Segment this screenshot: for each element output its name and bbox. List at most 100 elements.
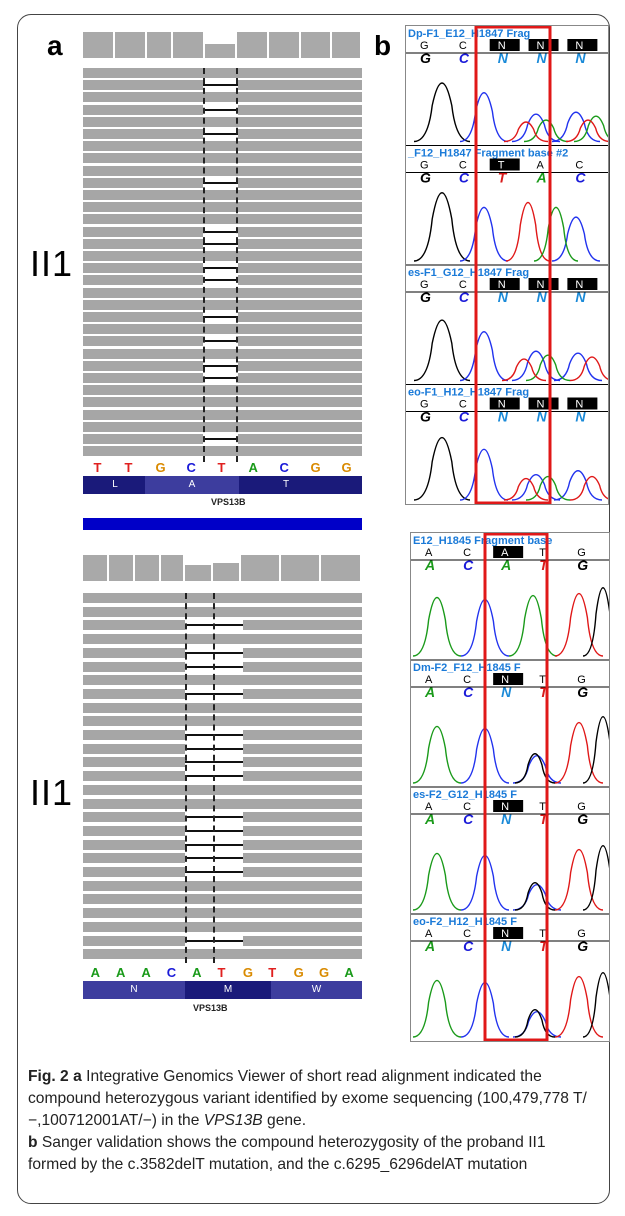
base-call: N bbox=[537, 40, 545, 52]
base-letter: G bbox=[577, 557, 588, 573]
reference-base: A bbox=[141, 965, 151, 980]
base-call: N bbox=[501, 928, 509, 940]
base-letter: C bbox=[575, 170, 586, 186]
aligned-read bbox=[83, 880, 362, 891]
deletion-marker bbox=[203, 377, 238, 379]
amino-acid-w: W bbox=[271, 981, 362, 999]
caption-fig-label: Fig. 2 bbox=[28, 1068, 69, 1085]
base-call: T bbox=[539, 928, 546, 940]
trace-peak bbox=[525, 475, 571, 501]
deletion-marker bbox=[203, 133, 238, 135]
trace-peak bbox=[514, 845, 609, 911]
amino-acid-a: A bbox=[145, 476, 239, 494]
base-call: N bbox=[575, 399, 583, 411]
base-call: T bbox=[498, 160, 505, 172]
caption-a-text-end: gene. bbox=[267, 1112, 307, 1129]
trace-peak bbox=[503, 119, 608, 143]
base-call: A bbox=[425, 674, 433, 686]
reference-base: T bbox=[217, 965, 226, 980]
base-call: C bbox=[459, 279, 467, 291]
base-letter: N bbox=[501, 684, 512, 700]
sanger-chromatogram-bottom: E12_H1845 Fragment base A A C C A A T T G G Dm-F2_F… bbox=[410, 532, 610, 1042]
base-letter: A bbox=[424, 811, 435, 827]
panel-a-label: a bbox=[47, 30, 63, 61]
base-call: T bbox=[539, 547, 546, 559]
base-call: A bbox=[537, 160, 545, 172]
base-call: N bbox=[537, 279, 545, 291]
deletion-marker bbox=[203, 242, 238, 245]
aligned-read bbox=[83, 634, 362, 645]
base-call: N bbox=[498, 279, 506, 291]
base-call: C bbox=[575, 160, 583, 172]
aligned-read bbox=[83, 251, 362, 261]
sanger-chromatogram-top: Dp-F1_E12_H1847 Frag G G C C N N N N N N _F12_H1847… bbox=[405, 25, 609, 505]
trace-header: Dm-F2_F12_H1845 F bbox=[413, 662, 521, 674]
base-call: C bbox=[459, 399, 467, 411]
trace-peak bbox=[459, 92, 601, 143]
base-letter: G bbox=[420, 289, 431, 305]
reference-base: C bbox=[279, 460, 289, 475]
trace-peak bbox=[412, 980, 462, 1038]
base-letter: T bbox=[539, 811, 549, 827]
reference-base: C bbox=[166, 965, 177, 980]
aligned-read bbox=[83, 299, 362, 310]
reference-base: G bbox=[310, 460, 321, 475]
base-letter: N bbox=[537, 289, 548, 305]
base-call: G bbox=[420, 40, 429, 52]
caption-gene: VPS13B bbox=[203, 1112, 263, 1129]
base-letter: A bbox=[424, 938, 435, 954]
aligned-read bbox=[83, 397, 362, 408]
aligned-read bbox=[83, 949, 362, 960]
base-letter: N bbox=[501, 811, 512, 827]
base-letter: T bbox=[539, 684, 549, 700]
reference-base: T bbox=[217, 460, 226, 475]
base-letter: A bbox=[424, 684, 435, 700]
aligned-read bbox=[83, 702, 362, 713]
trace-peak bbox=[412, 853, 462, 911]
base-letter: G bbox=[420, 409, 431, 425]
chromatogram-svg: Dp-F1_E12_H1847 FragGGCCNNNNNN_F12_H1847… bbox=[406, 26, 608, 504]
aligned-read bbox=[83, 921, 362, 932]
base-letter: C bbox=[459, 170, 470, 186]
aligned-read bbox=[83, 675, 362, 686]
row-label-bottom: II1 bbox=[30, 772, 74, 813]
base-call: G bbox=[420, 160, 429, 172]
trace-peak bbox=[501, 356, 608, 382]
base-call: A bbox=[425, 547, 433, 559]
amino-acid-n: N bbox=[83, 981, 185, 999]
trace-peak bbox=[413, 82, 471, 143]
base-call: N bbox=[575, 279, 583, 291]
base-letter: A bbox=[424, 557, 435, 573]
trace-header: eo-F2_H12_H1845 F bbox=[413, 916, 517, 928]
base-letter: A bbox=[500, 557, 511, 573]
base-letter: G bbox=[577, 811, 588, 827]
base-letter: T bbox=[539, 557, 549, 573]
base-letter: C bbox=[459, 289, 470, 305]
base-letter: C bbox=[463, 684, 474, 700]
base-call: N bbox=[498, 40, 506, 52]
row-label-top: II1 bbox=[30, 243, 74, 284]
reference-base: A bbox=[344, 965, 354, 980]
aligned-read bbox=[83, 385, 362, 396]
aligned-read bbox=[83, 165, 362, 176]
base-call: C bbox=[463, 801, 471, 813]
aligned-read bbox=[83, 214, 362, 225]
deletion-marker bbox=[203, 340, 238, 343]
trace-peak bbox=[459, 331, 603, 382]
reference-base: G bbox=[293, 965, 304, 980]
deletion-marker bbox=[203, 108, 238, 111]
base-call: A bbox=[425, 801, 433, 813]
caption-a-label: a bbox=[73, 1068, 82, 1085]
base-letter: N bbox=[575, 409, 586, 425]
reference-base: G bbox=[155, 460, 166, 475]
base-call: T bbox=[539, 674, 546, 686]
reference-base: G bbox=[341, 460, 352, 475]
trace-peak bbox=[554, 976, 604, 1038]
base-call: N bbox=[501, 801, 509, 813]
reference-base: A bbox=[90, 965, 101, 980]
aligned-read bbox=[83, 606, 362, 617]
base-call: T bbox=[539, 801, 546, 813]
